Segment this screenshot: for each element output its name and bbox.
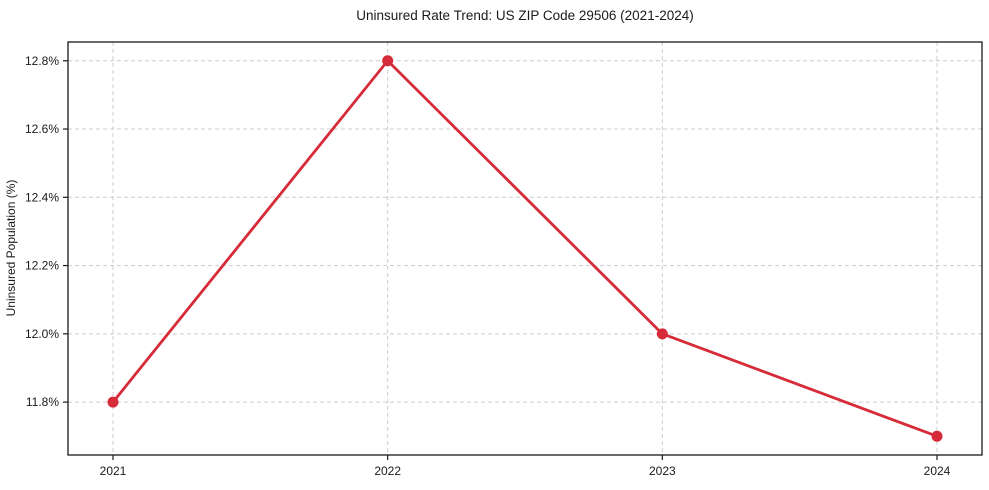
data-point-marker <box>931 430 943 442</box>
y-tick-label: 11.8% <box>26 395 59 409</box>
x-axis: 2021 2022 2023 2024 <box>100 455 951 478</box>
chart-title: Uninsured Rate Trend: US ZIP Code 29506 … <box>356 8 693 23</box>
y-axis-label: Uninsured Population (%) <box>4 180 18 317</box>
x-tick-label: 2023 <box>649 464 676 478</box>
y-tick-label: 12.8% <box>25 54 59 68</box>
data-points <box>107 55 943 442</box>
y-tick-label: 12.0% <box>25 327 59 341</box>
y-axis: 11.8% 12.0% 12.2% 12.4% 12.6% 12.8% <box>25 54 68 409</box>
data-point-marker <box>382 55 394 67</box>
trend-line <box>111 59 938 438</box>
data-point-marker <box>107 396 119 408</box>
gridlines <box>68 42 982 455</box>
y-tick-label: 12.6% <box>25 122 59 136</box>
y-tick-label: 12.4% <box>25 190 59 204</box>
data-point-marker <box>656 328 668 340</box>
plot-border <box>67 41 983 456</box>
x-tick-label: 2022 <box>374 464 401 478</box>
x-tick-label: 2024 <box>924 464 951 478</box>
x-tick-label: 2021 <box>100 464 127 478</box>
y-tick-label: 12.2% <box>25 259 59 273</box>
